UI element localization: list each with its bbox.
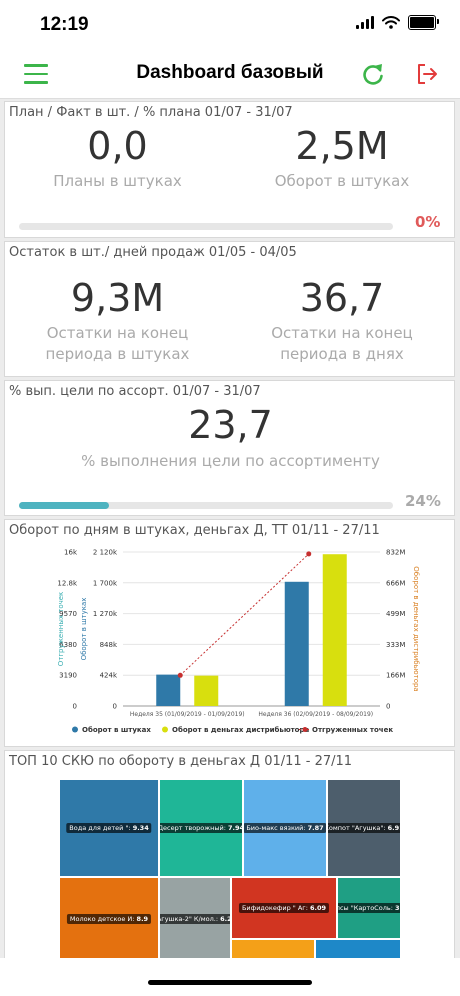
y1-tick-label: 0 [113, 703, 117, 711]
point-shipped [306, 551, 312, 557]
y0-tick-label: 16k [64, 549, 78, 557]
x-tick-label: Неделя 35 (01/09/2019 - 01/09/2019) [130, 711, 245, 718]
bottom-area [0, 958, 460, 996]
legend-marker [72, 726, 78, 733]
treemap: Вода для детей ": 9.34 Десерт творожный: … [59, 779, 401, 959]
treemap-label: Компот "Агушка": 6.91 [328, 823, 400, 833]
bar-money [194, 675, 219, 706]
bar-units [156, 674, 181, 706]
logout-icon [418, 64, 437, 84]
treemap-cell[interactable]: Вода для детей ": 9.34 [59, 779, 159, 877]
card-title: Остаток в шт./ дней продаж 01/05 - 04/05 [9, 245, 297, 260]
y3-tick-label: 0 [386, 703, 390, 711]
assortment-card[interactable]: % вып. цели по ассорт. 01/07 - 31/07 23,… [4, 380, 455, 516]
y0-tick-label: 3190 [59, 672, 77, 680]
legend-item-1: Оборот в деньгах дистрибьютора [172, 726, 310, 734]
status-bar: 12:19 [0, 0, 460, 50]
y0-tick-label: 9570 [59, 610, 77, 618]
assortment-percent: 24% [405, 492, 441, 510]
status-time: 12:19 [40, 14, 89, 35]
y1-axis-title: Оборот в штуках [80, 598, 88, 661]
turnover-value: 2,5M [295, 124, 389, 168]
refresh-button[interactable] [360, 61, 386, 87]
home-indicator[interactable] [148, 980, 312, 985]
card-title: % вып. цели по ассорт. 01/07 - 31/07 [9, 384, 261, 399]
assortment-value: 23,7 [188, 403, 273, 447]
wifi-icon [382, 16, 400, 29]
y0-axis-title: Отгруженных точек [57, 592, 65, 667]
plan-fact-card[interactable]: План / Факт в шт. / % плана 01/07 - 31/0… [4, 101, 455, 238]
top10-card[interactable]: ТОП 10 СКЮ по обороту в деньгах Д 01/11 … [4, 750, 455, 960]
menu-button[interactable] [24, 64, 48, 84]
assortment-progress-bar [19, 502, 393, 509]
card-title: ТОП 10 СКЮ по обороту в деньгах Д 01/11 … [9, 754, 353, 769]
logout-button[interactable] [414, 61, 440, 87]
y0-tick-label: 12.8k [57, 579, 78, 587]
plan-progress-bar [19, 223, 393, 230]
treemap-cell[interactable]: Молоко детское И: 8.9 [59, 877, 159, 959]
y0-tick-label: 0 [73, 703, 77, 711]
x-tick-label: Неделя 36 (02/09/2019 - 08/09/2019) [258, 711, 373, 718]
y1-tick-label: 848k [100, 641, 118, 649]
treemap-label: Био-макс вязкий: 7.87 [244, 823, 326, 833]
y1-tick-label: 1 700k [93, 579, 118, 587]
y1-tick-label: 1 270k [93, 610, 118, 618]
stock-days-value: 36,7 [299, 276, 385, 320]
turnover-label: Оборот в штуках [274, 172, 410, 190]
treemap-cell[interactable]: Десерт творожный: 7.94 [159, 779, 243, 877]
y3-tick-label: 333M [386, 641, 405, 649]
nav-bar: Dashboard базовый [0, 50, 460, 99]
treemap-cell[interactable]: Компот "Агушка": 6.91 [327, 779, 401, 877]
turnover-chart: 0 424k 848k 1 270k 1 700k 2 120k 0 3190 6380 9570… [57, 549, 420, 735]
stock-units-label: Остатки на конец периода в штуках [45, 324, 190, 363]
treemap-cell[interactable] [315, 939, 401, 959]
assortment-label: % выполнения цели по ассортименту [81, 452, 380, 470]
treemap-cell[interactable]: "Агушка-2" К/мол.: 6.28 [159, 877, 231, 959]
bar-units [284, 581, 309, 706]
y1-tick-label: 2 120k [93, 549, 118, 557]
treemap-label: Молоко детское И: 8.9 [66, 914, 152, 924]
treemap-cell[interactable]: Бифидокефир " Аг: 6.09 [231, 877, 337, 939]
y3-tick-label: 666M [386, 579, 405, 587]
treemap-cell[interactable] [231, 939, 315, 959]
plan-percent: 0% [415, 213, 441, 231]
treemap-label: Бифидокефир " Аг: 6.09 [238, 903, 330, 913]
signal-icon [356, 16, 374, 29]
y3-tick-label: 166M [386, 672, 405, 680]
page-title: Dashboard базовый [136, 62, 324, 83]
plans-value: 0,0 [87, 124, 148, 168]
y3-tick-label: 832M [386, 549, 405, 557]
battery-icon [408, 15, 439, 30]
treemap-label: Десерт творожный: 7.94 [160, 823, 242, 833]
plans-label: Планы в штуках [53, 172, 182, 190]
y0-tick-label: 6380 [59, 641, 77, 649]
point-shipped [177, 672, 183, 678]
turnover-chart-card[interactable]: Оборот по дням в штуках, деньгах Д, ТТ 0… [4, 519, 455, 747]
treemap-label: Чипсы "КартоСоль: 3.67 [338, 903, 400, 913]
treemap-cell[interactable]: Чипсы "КартоСоль: 3.67 [337, 877, 401, 939]
legend-item-0: Оборот в штуках [82, 726, 151, 734]
legend-item-2: Отгруженных точек [312, 726, 393, 734]
stock-days-label: Остатки на конец периода в днях [271, 324, 413, 363]
legend-marker [162, 726, 168, 733]
stock-card[interactable]: Остаток в шт./ дней продаж 01/05 - 04/05… [4, 241, 455, 377]
assortment-progress-fill [19, 502, 109, 509]
treemap-label: Вода для детей ": 9.34 [66, 823, 152, 833]
stock-units-value: 9,3M [70, 276, 165, 320]
treemap-cell[interactable]: Био-макс вязкий: 7.87 [243, 779, 327, 877]
line-shipped-points [179, 553, 310, 676]
y3-tick-label: 499M [386, 610, 405, 618]
y3-axis-title: Оборот в деньгах дистрибьютора [412, 566, 420, 691]
legend-marker [302, 727, 308, 732]
treemap-label: "Агушка-2" К/мол.: 6.28 [160, 914, 230, 924]
refresh-icon [363, 64, 383, 85]
card-title: Оборот по дням в штуках, деньгах Д, ТТ 0… [9, 523, 380, 538]
status-icons [356, 15, 439, 30]
hamburger-icon [24, 64, 48, 67]
bar-money [322, 554, 347, 706]
card-title: План / Факт в шт. / % плана 01/07 - 31/0… [9, 105, 293, 120]
y1-tick-label: 424k [100, 672, 118, 680]
